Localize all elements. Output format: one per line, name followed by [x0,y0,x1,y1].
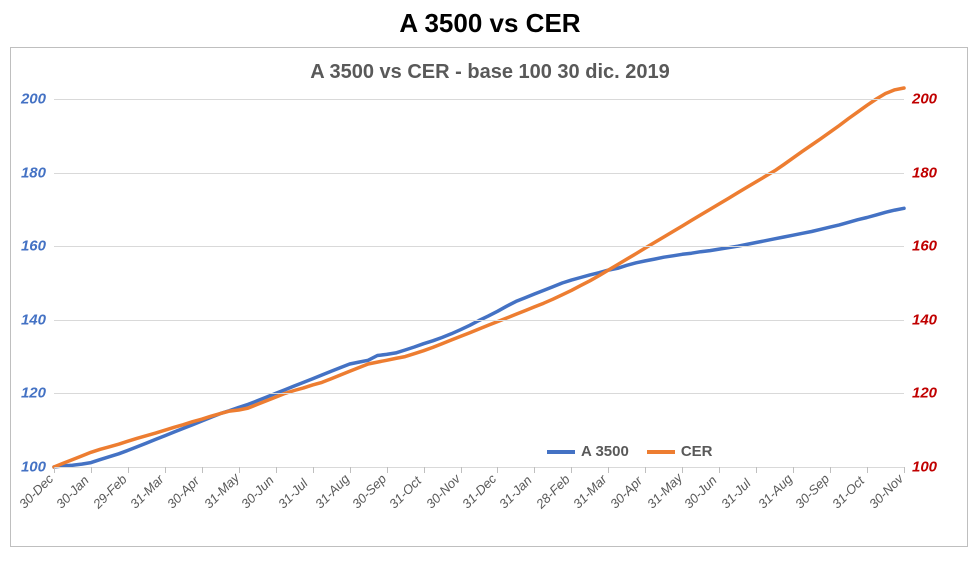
y-axis-left-tick: 160 [21,238,54,255]
plot-area: A 3500CER 100100120120140140160160180180… [54,99,904,467]
legend: A 3500 CER [547,443,712,460]
y-axis-right-tick: 100 [904,459,937,476]
legend-label: A 3500 [581,443,629,460]
y-axis-right-tick: 140 [904,311,937,328]
y-axis-left-tick: 140 [21,311,54,328]
y-axis-right-tick: 160 [904,238,937,255]
y-axis-left-tick: 120 [21,385,54,402]
x-axis-tick-mark [645,467,646,473]
gridline [54,246,904,247]
x-axis-tick-mark [202,467,203,473]
gridline [54,467,904,468]
x-axis-tick-mark [904,467,905,473]
gridline [54,320,904,321]
chart-lines-svg [54,99,904,467]
x-axis-tick-mark [682,467,683,473]
x-axis-tick-mark [461,467,462,473]
gridline [54,99,904,100]
legend-label: CER [681,443,713,460]
legend-item-cer: CER [647,443,713,460]
series-line-cer [54,88,904,467]
x-axis-tick-mark [128,467,129,473]
x-axis-tick-mark [571,467,572,473]
page-title: A 3500 vs CER [0,0,980,39]
x-axis-tick-mark [276,467,277,473]
x-axis-tick-mark [350,467,351,473]
y-axis-left-tick: 200 [21,91,54,108]
legend-swatch [647,450,675,454]
x-axis-tick-mark [608,467,609,473]
x-axis-tick-mark [719,467,720,473]
legend-swatch [547,450,575,454]
y-axis-left-tick: 180 [21,164,54,181]
x-axis-tick-mark [424,467,425,473]
x-axis-tick-mark [534,467,535,473]
y-axis-right-tick: 120 [904,385,937,402]
x-axis-tick-mark [239,467,240,473]
x-axis-tick-mark [54,467,55,473]
x-axis-tick-mark [497,467,498,473]
gridline [54,393,904,394]
x-axis-tick-mark [91,467,92,473]
chart-container: A 3500 vs CER - base 100 30 dic. 2019 A … [0,39,980,557]
legend-item-a-3500: A 3500 [547,443,629,460]
x-axis-tick-mark [793,467,794,473]
x-axis-tick-mark [313,467,314,473]
x-axis-tick-mark [387,467,388,473]
x-axis-tick-mark [867,467,868,473]
x-axis-tick-mark [830,467,831,473]
gridline [54,173,904,174]
x-axis-tick-mark [756,467,757,473]
x-axis-tick-mark [165,467,166,473]
y-axis-left-tick: 100 [21,459,54,476]
y-axis-right-tick: 200 [904,91,937,108]
chart-subtitle: A 3500 vs CER - base 100 30 dic. 2019 [0,61,980,84]
y-axis-right-tick: 180 [904,164,937,181]
